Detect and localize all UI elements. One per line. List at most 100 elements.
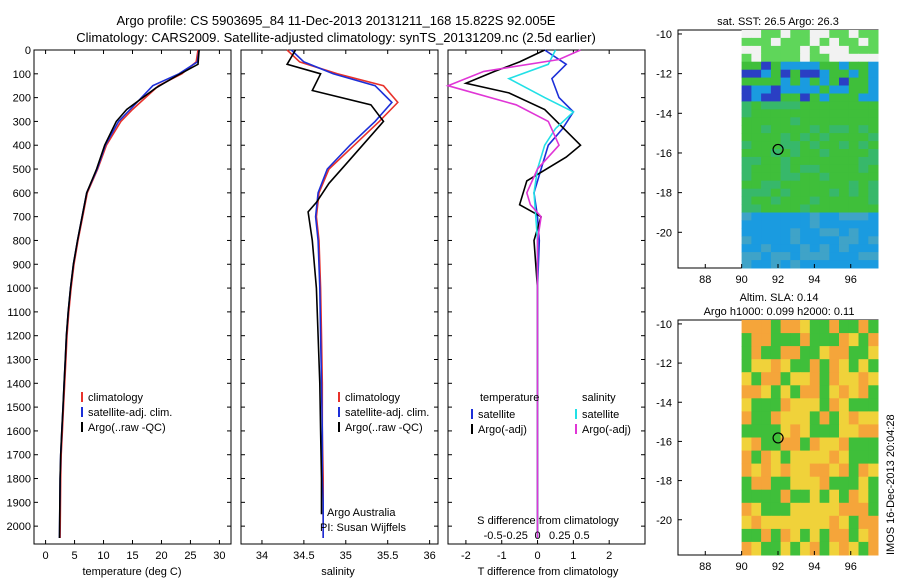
map-cell bbox=[790, 502, 801, 517]
map-cell bbox=[868, 463, 879, 478]
map-cell bbox=[848, 476, 859, 491]
map-cell bbox=[800, 141, 811, 150]
map-cell bbox=[780, 260, 791, 269]
map-cell bbox=[848, 30, 859, 39]
ytick-label: 1600 bbox=[7, 426, 31, 438]
map-cell bbox=[751, 212, 762, 221]
map-cell bbox=[780, 61, 791, 71]
map-cell bbox=[780, 515, 791, 530]
map-cell bbox=[751, 37, 762, 47]
map-cell bbox=[858, 528, 869, 543]
map-cell bbox=[780, 346, 791, 360]
map-cell bbox=[829, 346, 840, 360]
map-cell bbox=[839, 133, 850, 142]
map-cell bbox=[741, 346, 752, 360]
map-cell bbox=[829, 515, 840, 530]
legend-label: satellite bbox=[478, 409, 515, 421]
map-cell bbox=[819, 156, 830, 166]
map-cell bbox=[770, 424, 782, 438]
map-cell bbox=[868, 109, 879, 118]
map-cell bbox=[829, 212, 840, 221]
ytick-label: 1200 bbox=[7, 331, 31, 343]
map-cell bbox=[829, 252, 840, 261]
map-cell bbox=[829, 411, 840, 425]
map-cell bbox=[790, 101, 801, 110]
map-cell bbox=[800, 204, 811, 213]
temperature-legend: climatology satellite-adj. clim. Argo(..ra… bbox=[81, 392, 172, 434]
map-cell bbox=[741, 212, 752, 221]
map-cell bbox=[839, 541, 850, 556]
xtick-label: -2 bbox=[461, 550, 471, 562]
map-cell bbox=[800, 320, 811, 334]
map-cell bbox=[800, 236, 811, 245]
map-cell bbox=[790, 125, 801, 134]
map-cell bbox=[819, 196, 830, 205]
map-cell bbox=[751, 541, 762, 556]
map-xtick-label: 90 bbox=[736, 274, 748, 286]
map-cell bbox=[819, 133, 830, 142]
map-cell bbox=[761, 156, 772, 166]
map-ytick-label: -12 bbox=[656, 358, 672, 370]
map-cell bbox=[819, 346, 830, 360]
legend-label: satellite-adj. clim. bbox=[345, 407, 429, 419]
map-cell bbox=[839, 37, 850, 47]
map-cell bbox=[800, 463, 811, 478]
map-cell bbox=[858, 93, 869, 102]
map-cell bbox=[741, 502, 752, 517]
map-cell bbox=[868, 372, 879, 386]
map-cell bbox=[858, 385, 869, 399]
map-cell bbox=[809, 236, 820, 245]
map-cell bbox=[819, 61, 830, 71]
map-cell bbox=[780, 85, 791, 94]
map-cell bbox=[839, 93, 850, 102]
map-ytick-label: -16 bbox=[656, 148, 672, 160]
xtick-label: 1 bbox=[570, 550, 576, 562]
argo-location-circle bbox=[772, 432, 784, 444]
map-cell bbox=[829, 109, 840, 118]
map-cell bbox=[790, 188, 801, 198]
map-cell bbox=[751, 411, 762, 425]
map-cell bbox=[858, 180, 869, 190]
map-cell bbox=[839, 188, 850, 198]
map-cell bbox=[819, 489, 830, 504]
map-cell bbox=[780, 141, 791, 150]
map-cell bbox=[741, 196, 752, 205]
map-xtick-label: 94 bbox=[808, 274, 820, 286]
legend-title-salinity: salinity bbox=[582, 392, 616, 404]
map-cell bbox=[839, 61, 850, 71]
map-cell bbox=[848, 236, 859, 245]
map-cell bbox=[770, 85, 782, 94]
map-cell bbox=[751, 30, 762, 39]
map-cell bbox=[780, 359, 791, 373]
map-cell bbox=[858, 424, 869, 438]
map-cell bbox=[800, 180, 811, 190]
map-cell bbox=[819, 244, 830, 253]
map-cell bbox=[809, 93, 820, 102]
sst-map-ticks: 88 90 92 94 96 -10 -12 -14 -16 -18 -20 bbox=[656, 29, 857, 286]
salinity-annotation-pi: PI: Susan Wijffels bbox=[320, 522, 406, 534]
map-cell bbox=[751, 476, 762, 491]
map-cell bbox=[809, 85, 820, 94]
map-cell bbox=[770, 220, 782, 229]
map-cell bbox=[780, 30, 791, 39]
ytick-label: 1500 bbox=[7, 402, 31, 414]
map-cell bbox=[751, 204, 762, 213]
map-cell bbox=[868, 236, 879, 245]
map-cell bbox=[819, 260, 830, 269]
map-cell bbox=[780, 236, 791, 245]
map-cell bbox=[839, 244, 850, 253]
map-cell bbox=[848, 252, 859, 261]
map-cell bbox=[839, 333, 850, 347]
map-ytick-label: -14 bbox=[656, 108, 672, 120]
map-cell bbox=[800, 228, 811, 237]
map-cell bbox=[819, 424, 830, 438]
map-cell bbox=[790, 489, 801, 504]
map-cell bbox=[809, 437, 820, 452]
map-cell bbox=[829, 45, 840, 55]
map-cell bbox=[761, 252, 772, 261]
map-cell bbox=[819, 252, 830, 261]
difference-legend: temperature salinity satellite Argo(-adj) sa… bbox=[471, 392, 631, 436]
map-cell bbox=[839, 489, 850, 504]
map-cell bbox=[819, 236, 830, 245]
map-cell bbox=[741, 204, 752, 213]
